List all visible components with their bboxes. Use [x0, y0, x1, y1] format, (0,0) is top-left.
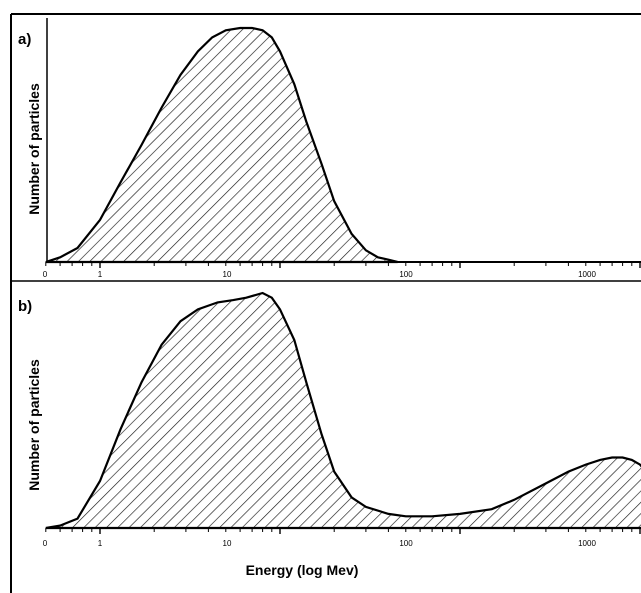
panel-b-y-axis-label: Number of particles: [26, 359, 42, 491]
panel-a-tick-label-100: 100: [399, 270, 413, 279]
panel-b-tick-label-100: 100: [399, 539, 413, 548]
x-axis-title: Energy (log Mev): [246, 562, 359, 578]
panel-a-area: [46, 28, 398, 262]
panel-a-tick-label-1: 1: [98, 270, 103, 279]
panel-a-y-axis-label: Number of particles: [26, 83, 42, 215]
panel-b-area: [46, 293, 641, 528]
panel-a-tick-label-1000: 1000: [578, 270, 596, 279]
panel-a-tick-label-10: 10: [223, 270, 232, 279]
panel-a-tick-label-0: 0: [43, 270, 48, 279]
panel-a-label: a): [18, 31, 31, 48]
panel-b-tick-label-1: 1: [98, 539, 103, 548]
panel-a: a) Number of particles 0 1 10 100 1000: [18, 18, 641, 279]
panel-b: b) Number of particles 0 1 10 100 1000 E…: [11, 281, 641, 578]
panel-b-label: b): [18, 298, 32, 315]
panel-b-tick-label-10: 10: [223, 539, 232, 548]
panel-b-tick-label-0: 0: [43, 539, 48, 548]
panel-b-tick-label-1000: 1000: [578, 539, 596, 548]
